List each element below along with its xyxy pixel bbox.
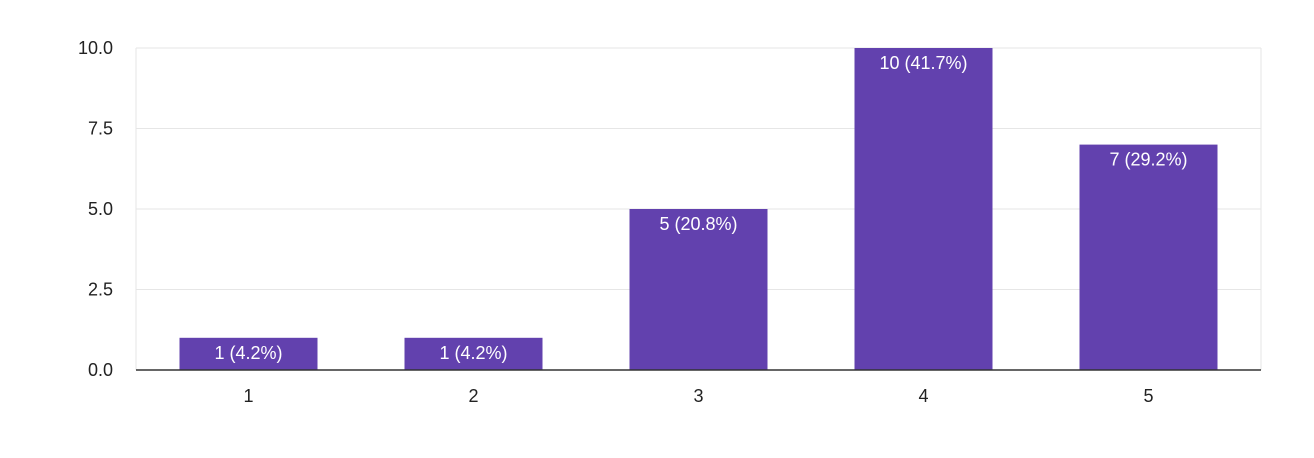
bar [404,337,543,370]
x-tick-label: 5 [1143,386,1153,406]
bars [179,48,1218,370]
bar [179,337,318,370]
grid-lines [135,47,1262,370]
y-tick-label: 7.5 [88,119,113,139]
x-tick-label: 1 [243,386,253,406]
y-tick-label: 0.0 [88,360,113,380]
y-tick-label: 2.5 [88,280,113,300]
x-tick-label: 4 [918,386,928,406]
x-tick-label: 3 [693,386,703,406]
bar [1079,144,1218,370]
y-tick-label: 10.0 [78,38,113,58]
x-tick-label: 2 [468,386,478,406]
y-tick-label: 5.0 [88,199,113,219]
axes: 0.0 2.5 5.0 7.5 10.0 1 2 3 4 5 [78,38,1261,406]
bar [629,209,768,370]
bar-data-label: 7 (29.2%) [1109,150,1187,170]
bar-data-label: 1 (4.2%) [439,343,507,363]
bar-data-labels: 1 (4.2%) 1 (4.2%) 5 (20.8%) 10 (41.7%) 7 (29… [214,53,1187,363]
bar-data-label: 1 (4.2%) [214,343,282,363]
bar-data-label: 10 (41.7%) [879,53,967,73]
bar-data-label: 5 (20.8%) [659,214,737,234]
bar [854,48,993,370]
